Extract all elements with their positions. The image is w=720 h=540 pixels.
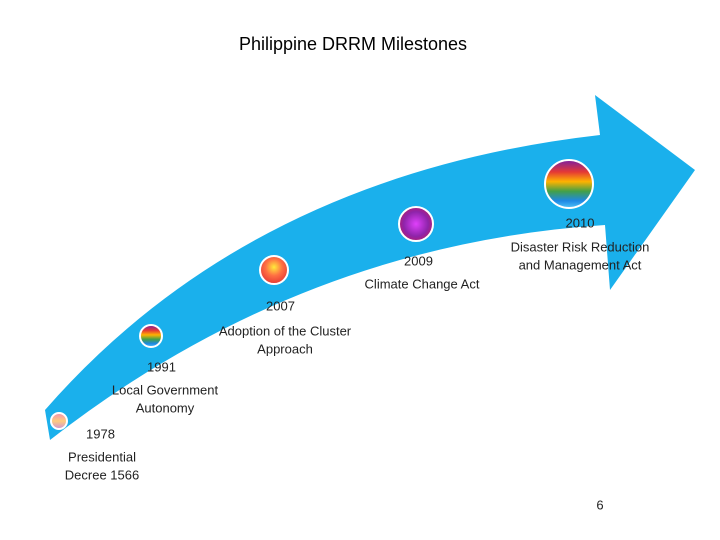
milestone-label: and Management Act (519, 257, 642, 272)
milestone-marker (398, 206, 434, 242)
milestone-label: Climate Change Act (365, 276, 480, 291)
timeline-arrow (45, 95, 695, 440)
milestone-year: 2007 (266, 298, 295, 313)
milestone-year: 1991 (147, 359, 176, 374)
milestone-year: 2010 (566, 215, 595, 230)
milestone-label: Autonomy (136, 400, 195, 415)
milestone-label: Presidential (68, 449, 136, 464)
page-number: 6 (596, 497, 603, 512)
milestone-label: Decree 1566 (65, 467, 139, 482)
milestone-label: Disaster Risk Reduction (511, 239, 650, 254)
milestone-marker (544, 159, 594, 209)
milestone-label: Approach (257, 341, 313, 356)
milestone-label: Adoption of the Cluster (219, 323, 352, 338)
milestone-marker (259, 255, 289, 285)
title: Philippine DRRM Milestones (239, 34, 467, 54)
milestone-marker (50, 412, 68, 430)
milestone-year: 2009 (404, 253, 433, 268)
milestone-label: Local Government (112, 382, 219, 397)
milestone-marker (139, 324, 163, 348)
milestone-year: 1978 (86, 426, 115, 441)
